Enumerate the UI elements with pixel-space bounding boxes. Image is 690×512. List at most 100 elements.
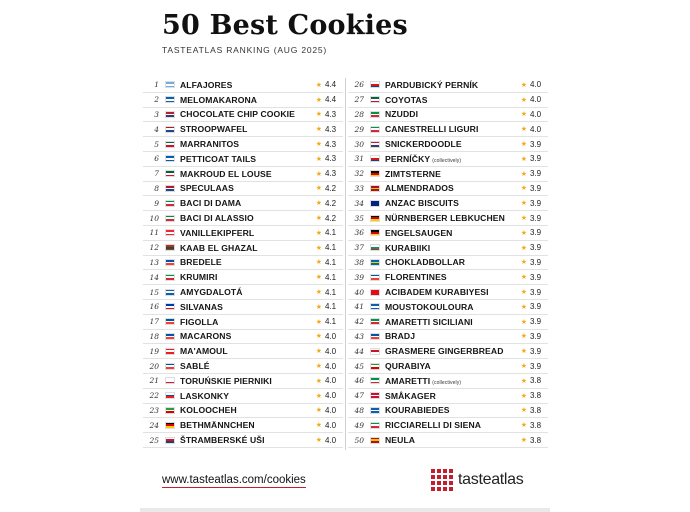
- rank-number: 44: [354, 346, 364, 356]
- star-icon: ★: [520, 318, 527, 326]
- cookie-name: ENGELSAUGEN: [385, 228, 521, 238]
- rating-value: 4.0: [325, 361, 337, 371]
- rating-value: 3.9: [530, 213, 542, 223]
- tasteatlas-logo-icon: [431, 469, 453, 491]
- rating-value: 4.0: [530, 80, 542, 90]
- ranking-row: 15 AMYGDALOTÁ ★ 4.1: [143, 285, 343, 300]
- cookie-name-text: ŠTRAMBERSKÉ UŠI: [180, 435, 265, 446]
- cookie-name: RICCIARELLI DI SIENA: [385, 420, 521, 430]
- ranking-row: 45 QURABIYA ★ 3.9: [348, 359, 548, 374]
- rating-value: 3.9: [530, 272, 542, 282]
- cookie-name-text: KOLOOCHEH: [180, 405, 237, 416]
- cookie-name: NÜRNBERGER LEBKUCHEN: [385, 213, 521, 223]
- cookie-name: ALMENDRADOS: [385, 183, 521, 193]
- country-flag-icon: [165, 81, 175, 89]
- cookie-name: MA'AMOUL: [180, 346, 316, 356]
- rating-value: 4.0: [325, 376, 337, 386]
- rank-number: 25: [149, 435, 159, 445]
- ranking-row: 10 BACI DI ALASSIO ★ 4.2: [143, 211, 343, 226]
- rank-number: 1: [154, 80, 159, 90]
- country-flag-icon: [165, 273, 175, 281]
- cookie-name: PARDUBICKÝ PERNÍK: [385, 80, 521, 90]
- rating-value: 4.4: [325, 95, 337, 105]
- ranking-column-left: 1 ALFAJORES ★ 4.4 2 MELOMAKARONA ★ 4.4 3 CHOCOLAT…: [143, 78, 343, 448]
- tasteatlas-cookies-link[interactable]: www.tasteatlas.com/cookies: [162, 474, 306, 488]
- cookie-note: (collectively): [432, 379, 462, 386]
- cookie-name-text: CHOCOLATE CHIP COOKIE: [180, 109, 295, 120]
- country-flag-icon: [165, 140, 175, 148]
- cookie-name-text: SPECULAAS: [180, 183, 234, 194]
- column-divider: [345, 78, 346, 450]
- cookie-name: TORUŃSKIE PIERNIKI: [180, 376, 316, 386]
- ranking-row: 13 BREDELE ★ 4.1: [143, 256, 343, 271]
- cookie-name: KAAB EL GHAZAL: [180, 243, 316, 253]
- rank-number: 36: [354, 228, 364, 238]
- rank-number: 7: [154, 169, 159, 179]
- rank-number: 17: [149, 317, 159, 327]
- rating-value: 4.1: [325, 287, 337, 297]
- star-icon: ★: [520, 259, 527, 267]
- star-icon: ★: [315, 111, 322, 119]
- star-icon: ★: [315, 141, 322, 149]
- ranking-row: 5 MARRANITOS ★ 4.3: [143, 137, 343, 152]
- rating-value: 3.9: [530, 331, 542, 341]
- rating-value: 4.0: [325, 405, 337, 415]
- rating-value: 3.9: [530, 243, 542, 253]
- tasteatlas-logo[interactable]: tasteatlas: [431, 469, 524, 491]
- ranking-row: 26 PARDUBICKÝ PERNÍK ★ 4.0: [348, 78, 548, 93]
- cookie-name-text: KRUMIRI: [180, 272, 218, 283]
- ranking-row: 7 MAKROUD EL LOUSE ★ 4.3: [143, 167, 343, 182]
- star-icon: ★: [315, 200, 322, 208]
- ranking-row: 11 VANILLEKIPFERL ★ 4.1: [143, 226, 343, 241]
- star-icon: ★: [315, 126, 322, 134]
- rating-value: 3.9: [530, 257, 542, 267]
- ranking-row: 35 NÜRNBERGER LEBKUCHEN ★ 3.9: [348, 211, 548, 226]
- ranking-row: 30 SNICKERDOODLE ★ 3.9: [348, 137, 548, 152]
- cookie-name: VANILLEKIPFERL: [180, 228, 316, 238]
- cookie-name-text: GRASMERE GINGERBREAD: [385, 346, 504, 357]
- rating-value: 3.8: [530, 435, 542, 445]
- rank-number: 37: [354, 243, 364, 253]
- star-icon: ★: [315, 96, 322, 104]
- star-icon: ★: [520, 274, 527, 282]
- rating-value: 4.2: [325, 183, 337, 193]
- rank-number: 30: [354, 139, 364, 149]
- star-icon: ★: [520, 141, 527, 149]
- cookie-name-text: FIGOLLA: [180, 316, 219, 327]
- cookie-name-text: FLORENTINES: [385, 272, 447, 283]
- cookie-name-text: PARDUBICKÝ PERNÍK: [385, 79, 479, 90]
- star-icon: ★: [520, 155, 527, 163]
- cookie-name: SABLÉ: [180, 361, 316, 371]
- rank-number: 27: [354, 95, 364, 105]
- cookie-name: SMÅKAGER: [385, 391, 521, 401]
- ranking-row: 48 KOURABIEDES ★ 3.8: [348, 404, 548, 419]
- cookie-name: ACIBADEM KURABIYESI: [385, 287, 521, 297]
- star-icon: ★: [315, 348, 322, 356]
- country-flag-icon: [370, 125, 380, 133]
- cookie-name: MARRANITOS: [180, 139, 316, 149]
- ranking-row: 4 STROOPWAFEL ★ 4.3: [143, 122, 343, 138]
- cookie-name-text: LASKONKY: [180, 390, 230, 401]
- country-flag-icon: [165, 155, 175, 163]
- ranking-row: 47 SMÅKAGER ★ 3.8: [348, 389, 548, 404]
- rank-number: 18: [149, 331, 159, 341]
- rating-value: 3.9: [530, 346, 542, 356]
- cookie-name: BACI DI DAMA: [180, 198, 316, 208]
- rating-value: 3.9: [530, 287, 542, 297]
- ranking-row: 1 ALFAJORES ★ 4.4: [143, 78, 343, 93]
- country-flag-icon: [165, 332, 175, 340]
- country-flag-icon: [165, 125, 175, 133]
- cookie-name-text: KURABIIKI: [385, 242, 431, 253]
- country-flag-icon: [370, 170, 380, 178]
- rating-value: 3.9: [530, 139, 542, 149]
- cookie-name-text: CHOKLADBOLLAR: [385, 257, 466, 268]
- star-icon: ★: [315, 289, 322, 297]
- country-flag-icon: [370, 436, 380, 444]
- rating-value: 4.1: [325, 257, 337, 267]
- country-flag-icon: [370, 258, 380, 266]
- country-flag-icon: [165, 184, 175, 192]
- cookie-name-text: ENGELSAUGEN: [385, 227, 453, 238]
- rank-number: 13: [149, 257, 159, 267]
- cookie-name: SPECULAAS: [180, 183, 316, 193]
- ranking-row: 36 ENGELSAUGEN ★ 3.9: [348, 226, 548, 241]
